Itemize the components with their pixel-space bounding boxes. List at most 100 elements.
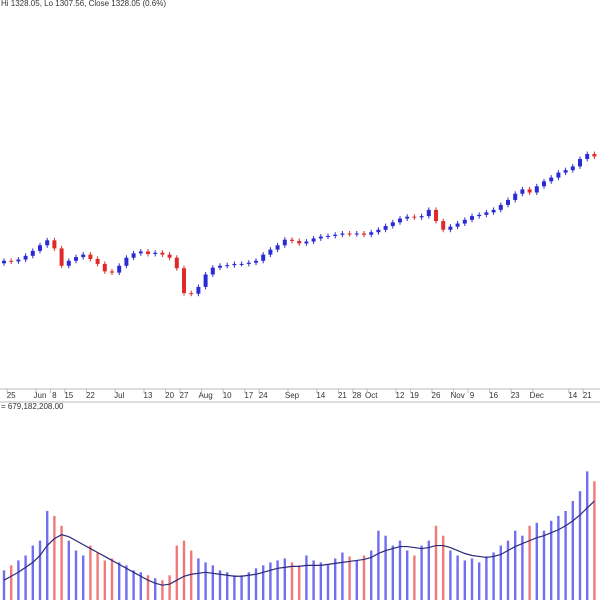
- x-tick-label: 10: [223, 391, 232, 400]
- candle-body: [585, 154, 590, 159]
- candle-body: [131, 253, 136, 258]
- candle-body: [426, 209, 431, 217]
- volume-bar: [60, 525, 63, 600]
- volume-bar: [269, 562, 272, 600]
- x-tick-label: 20: [165, 391, 174, 400]
- volume-bar: [470, 558, 474, 600]
- candle-body: [110, 271, 114, 273]
- candle-body: [261, 254, 266, 261]
- volume-bar: [586, 471, 589, 600]
- volume-bar: [370, 550, 373, 600]
- x-tick-label: Sep: [285, 391, 300, 400]
- candle-body: [462, 219, 467, 224]
- candle-body: [23, 255, 28, 260]
- volume-bar: [564, 510, 567, 600]
- x-tick-label: 9: [470, 391, 475, 400]
- volume-bar: [290, 562, 294, 600]
- candle-body: [304, 241, 309, 244]
- candle-body: [59, 248, 64, 266]
- volume-bar: [305, 555, 308, 600]
- volume-bar: [31, 545, 34, 600]
- volume-bar: [161, 580, 164, 600]
- candle-body: [66, 260, 71, 266]
- candle-body: [196, 286, 201, 294]
- volume-bar: [190, 550, 193, 600]
- candle-body: [484, 212, 489, 215]
- volume-bar: [550, 520, 553, 600]
- x-tick-label: 12: [396, 391, 405, 400]
- candle-body: [506, 199, 510, 205]
- candle-body: [88, 254, 93, 259]
- candle-body: [549, 177, 554, 182]
- candle-body: [138, 251, 143, 254]
- candle-body: [534, 186, 539, 193]
- x-tick-label: 19: [410, 391, 419, 400]
- candle-body: [225, 265, 230, 267]
- volume-moving-average: [3, 500, 595, 586]
- x-tick-label: 15: [64, 391, 73, 400]
- volume-bar: [535, 522, 538, 600]
- candle-body: [254, 260, 258, 263]
- candle-body: [74, 257, 78, 261]
- volume-bar: [334, 558, 337, 600]
- volume-label: = 679,182,208.00: [1, 402, 64, 411]
- candle-body: [347, 233, 352, 235]
- volume-bar: [168, 575, 171, 600]
- candle-body: [16, 259, 21, 262]
- volume-bar: [499, 545, 502, 600]
- candle-body: [477, 214, 482, 217]
- x-tick-label: Nov: [450, 391, 464, 400]
- volume-bar: [463, 560, 466, 600]
- candle-body: [189, 293, 194, 295]
- x-tick-label: Aug: [198, 391, 212, 400]
- candle-body: [218, 265, 222, 268]
- candle-body: [491, 209, 496, 213]
- candle-body: [282, 239, 287, 246]
- volume-bar: [204, 562, 207, 600]
- volume-bar: [53, 515, 56, 600]
- volume-bar: [355, 560, 358, 600]
- candle-body: [441, 221, 446, 230]
- volume-bar: [233, 575, 236, 600]
- volume-bar: [398, 540, 402, 600]
- candle-body: [542, 181, 546, 187]
- candle-body: [412, 216, 417, 218]
- candle-body: [95, 258, 100, 264]
- candle-body: [470, 216, 474, 220]
- candle-body: [362, 233, 366, 235]
- volume-bar: [557, 515, 560, 600]
- candle-body: [520, 189, 525, 194]
- candle-body: [160, 252, 165, 255]
- volume-bar: [326, 564, 330, 600]
- volume-bar: [2, 570, 6, 600]
- volume-bar: [420, 545, 423, 600]
- candle-body: [369, 232, 374, 235]
- volume-bar: [118, 562, 121, 600]
- candle-body: [203, 274, 208, 287]
- volume-bar: [38, 540, 42, 600]
- candle-body: [578, 158, 582, 167]
- x-tick-label: Jun: [34, 391, 47, 400]
- volume-bar: [82, 555, 85, 600]
- candle-body: [2, 260, 6, 264]
- candle-body: [81, 254, 86, 258]
- candle-body: [124, 257, 129, 266]
- volume-bar: [96, 552, 99, 600]
- candle-body: [268, 249, 273, 255]
- volume-bar: [197, 558, 200, 600]
- candle-body: [455, 223, 460, 227]
- x-tick-label: 24: [259, 391, 268, 400]
- volume-bar: [182, 540, 186, 600]
- candle-body: [326, 235, 330, 237]
- volume-bar: [298, 565, 301, 600]
- candle-body: [448, 226, 453, 230]
- volume-bar: [125, 565, 128, 600]
- volume-bar: [110, 558, 114, 600]
- volume-bar: [578, 491, 582, 600]
- x-tick-label: 28: [352, 391, 361, 400]
- candle-body: [146, 251, 150, 254]
- volume-bar: [240, 575, 243, 600]
- candle-body: [117, 265, 122, 273]
- volume-bar: [456, 555, 459, 600]
